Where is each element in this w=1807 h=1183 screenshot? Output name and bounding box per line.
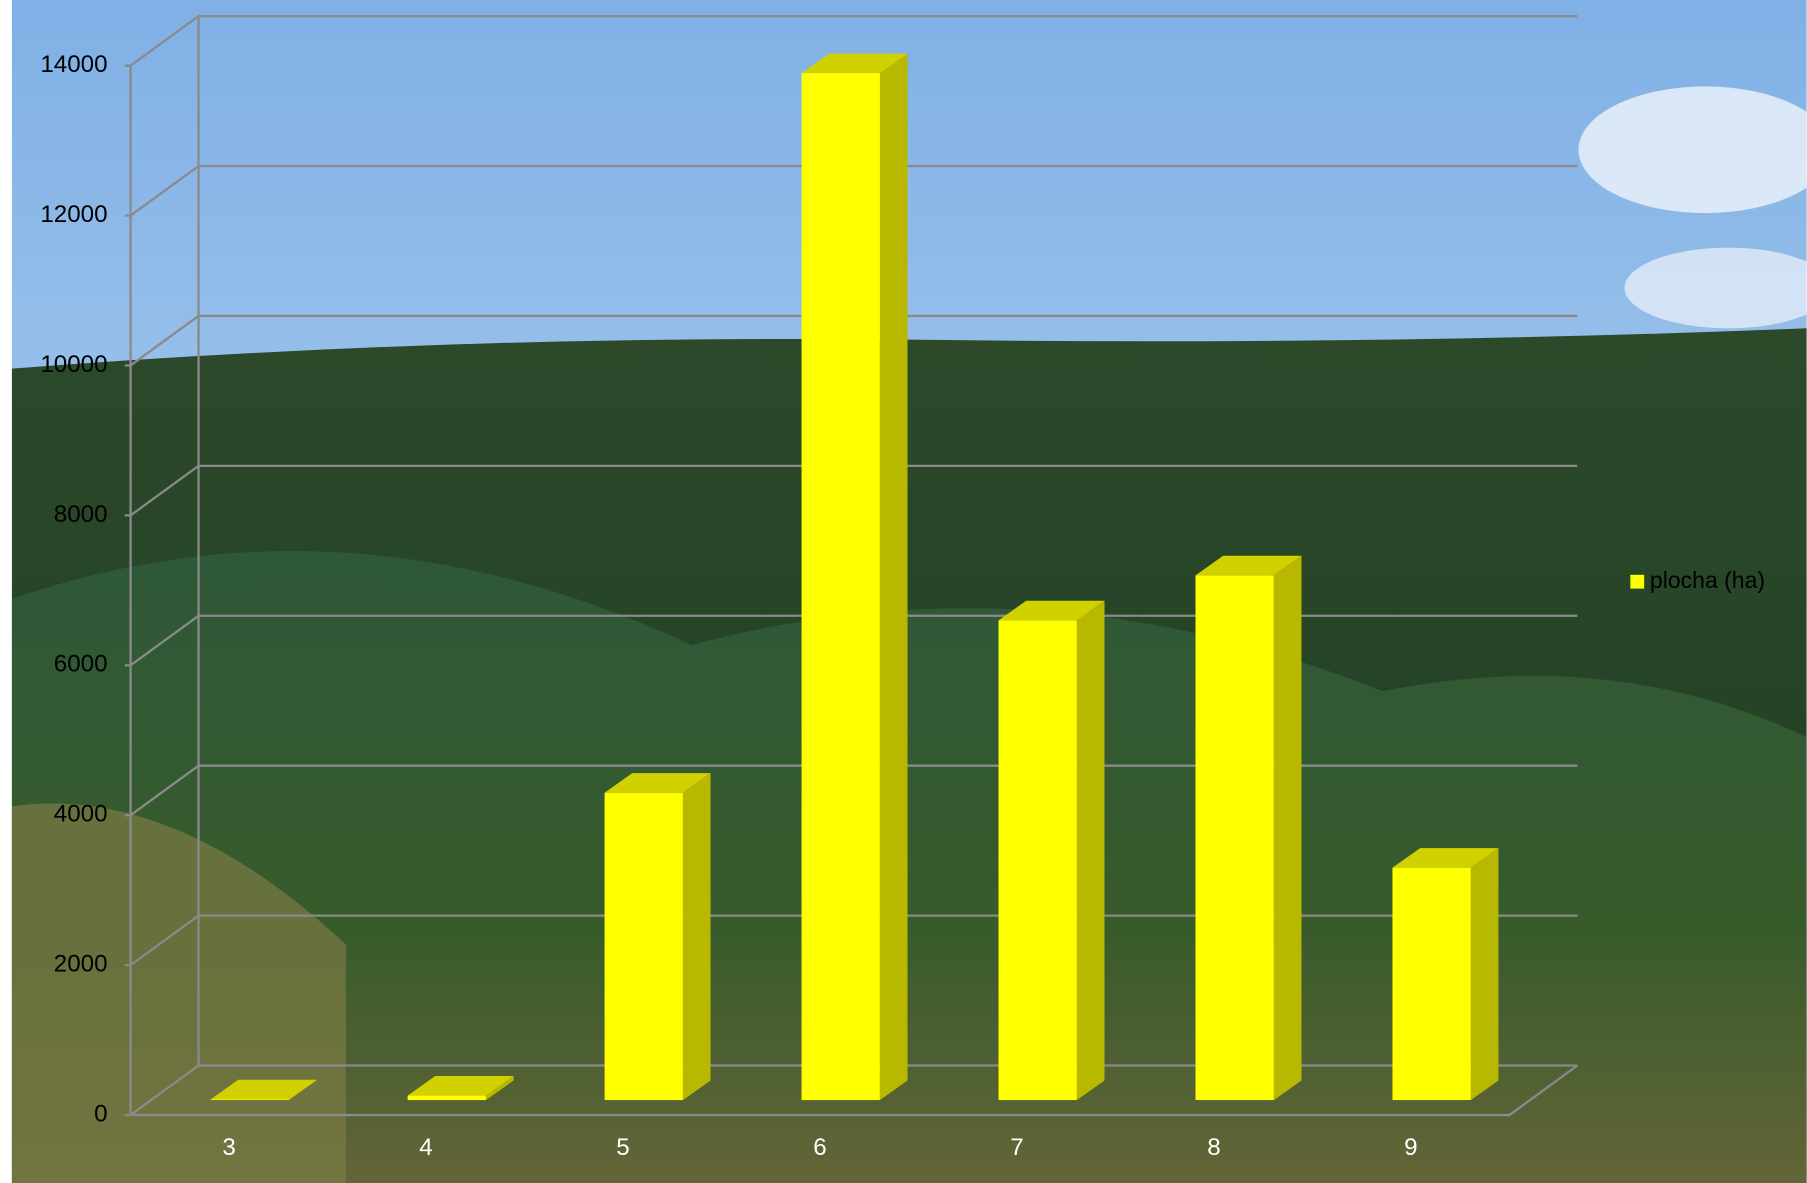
floor — [130, 1064, 1579, 1117]
bar-top — [604, 773, 711, 793]
bar — [604, 792, 683, 1101]
legend-text: plocha (ha) — [1650, 567, 1765, 593]
background-photo — [11, 0, 1807, 1183]
y-tick-label: 6000 — [54, 651, 108, 678]
x-tick-label: 6 — [813, 1134, 826, 1161]
y-tick-label: 8000 — [54, 501, 108, 528]
bar-side — [1076, 600, 1105, 1101]
bar-top — [801, 53, 908, 74]
x-tick-label: 8 — [1207, 1134, 1220, 1161]
y-tick-label: 12000 — [40, 201, 107, 228]
bar-side — [1273, 555, 1302, 1101]
bar-top — [407, 1075, 514, 1096]
bar-side — [288, 1079, 317, 1101]
y-tick-label: 0 — [94, 1100, 107, 1127]
bar-side — [879, 53, 908, 1101]
y-tick-label: 14000 — [40, 51, 107, 78]
y-tick-label: 10000 — [40, 351, 107, 378]
bar-side — [682, 773, 711, 1101]
x-tick-label: 9 — [1404, 1134, 1417, 1161]
bar — [1392, 867, 1471, 1101]
bar-side — [485, 1075, 514, 1101]
bar-top — [998, 600, 1105, 621]
x-tick-label: 7 — [1010, 1134, 1023, 1161]
x-tick-label: 5 — [616, 1134, 629, 1161]
plot-area: 0 2000 4000 6000 8000 10000 12000 14000 3 4 5 6 7 8 9 p… — [40, 14, 1765, 1161]
bar — [407, 1095, 486, 1101]
bar — [210, 1099, 289, 1101]
bar-side — [1470, 848, 1499, 1101]
bar — [1195, 575, 1274, 1101]
bar-top — [1195, 555, 1302, 576]
x-tick-label: 4 — [419, 1134, 432, 1161]
bar-top — [1392, 848, 1499, 868]
legend-swatch — [1630, 574, 1645, 589]
x-tick-label: 3 — [222, 1134, 235, 1161]
y-tick-label: 2000 — [54, 951, 108, 978]
y-tick-label: 4000 — [54, 801, 108, 828]
bar-top — [210, 1079, 317, 1100]
bar — [801, 73, 880, 1101]
bar — [998, 620, 1077, 1101]
